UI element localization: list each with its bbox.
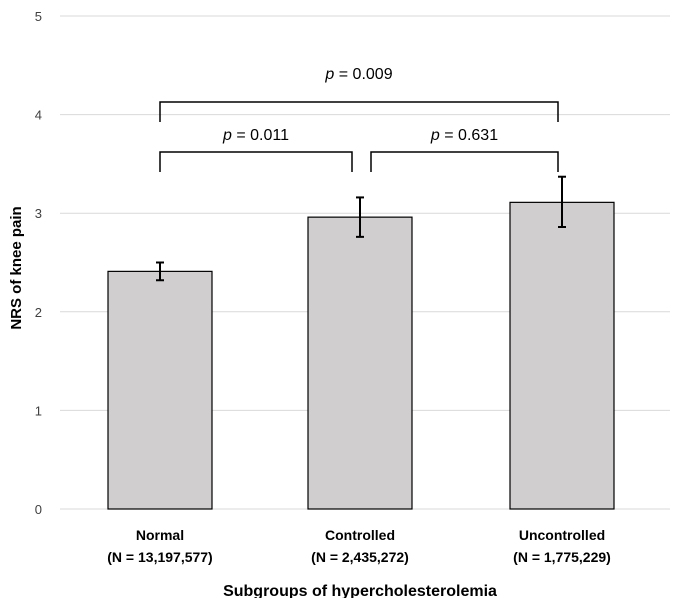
y-tick-label: 1 bbox=[35, 403, 42, 418]
p-value-label: p = 0.009 bbox=[324, 66, 392, 83]
p-value: = 0.011 bbox=[232, 127, 289, 144]
y-tick-label: 3 bbox=[35, 206, 42, 221]
p-symbol: p bbox=[222, 127, 232, 144]
bar-uncontrolled bbox=[509, 201, 615, 510]
error-bars bbox=[156, 175, 566, 282]
x-axis-label: Subgroups of hypercholesterolemia bbox=[223, 583, 497, 598]
y-axis-label: NRS of knee pain bbox=[8, 206, 25, 329]
y-tick-label: 0 bbox=[35, 502, 42, 517]
bars bbox=[107, 201, 615, 510]
error-bar bbox=[558, 175, 566, 229]
p-symbol: p bbox=[430, 127, 440, 144]
category-label: Controlled bbox=[325, 527, 395, 543]
category-label: Normal bbox=[136, 527, 184, 543]
p-value-label: p = 0.011 bbox=[222, 127, 289, 144]
y-tick-label: 2 bbox=[35, 305, 42, 320]
significance-bracket: p = 0.011 bbox=[159, 127, 353, 172]
category-sublabel: (N = 2,435,272) bbox=[311, 549, 409, 565]
p-value: = 0.631 bbox=[440, 127, 498, 144]
category-sublabel: (N = 1,775,229) bbox=[513, 549, 611, 565]
category-label: Uncontrolled bbox=[519, 527, 605, 543]
significance-bracket: p = 0.009 bbox=[159, 66, 559, 122]
y-tick-label: 5 bbox=[35, 9, 42, 24]
bar-controlled bbox=[307, 216, 413, 510]
error-bar bbox=[156, 261, 164, 282]
y-axis-ticks: 0 1 2 3 4 5 bbox=[35, 9, 42, 517]
bar-normal bbox=[107, 270, 213, 510]
significance-bracket: p = 0.631 bbox=[370, 127, 559, 172]
category-labels: Normal (N = 13,197,577) Controlled (N = 2,4… bbox=[107, 527, 611, 565]
category-sublabel: (N = 13,197,577) bbox=[107, 549, 212, 565]
p-value-label: p = 0.631 bbox=[430, 127, 498, 144]
error-bar bbox=[356, 196, 364, 238]
p-value: = 0.009 bbox=[334, 66, 392, 83]
p-symbol: p bbox=[324, 66, 334, 83]
y-tick-label: 4 bbox=[35, 108, 42, 123]
